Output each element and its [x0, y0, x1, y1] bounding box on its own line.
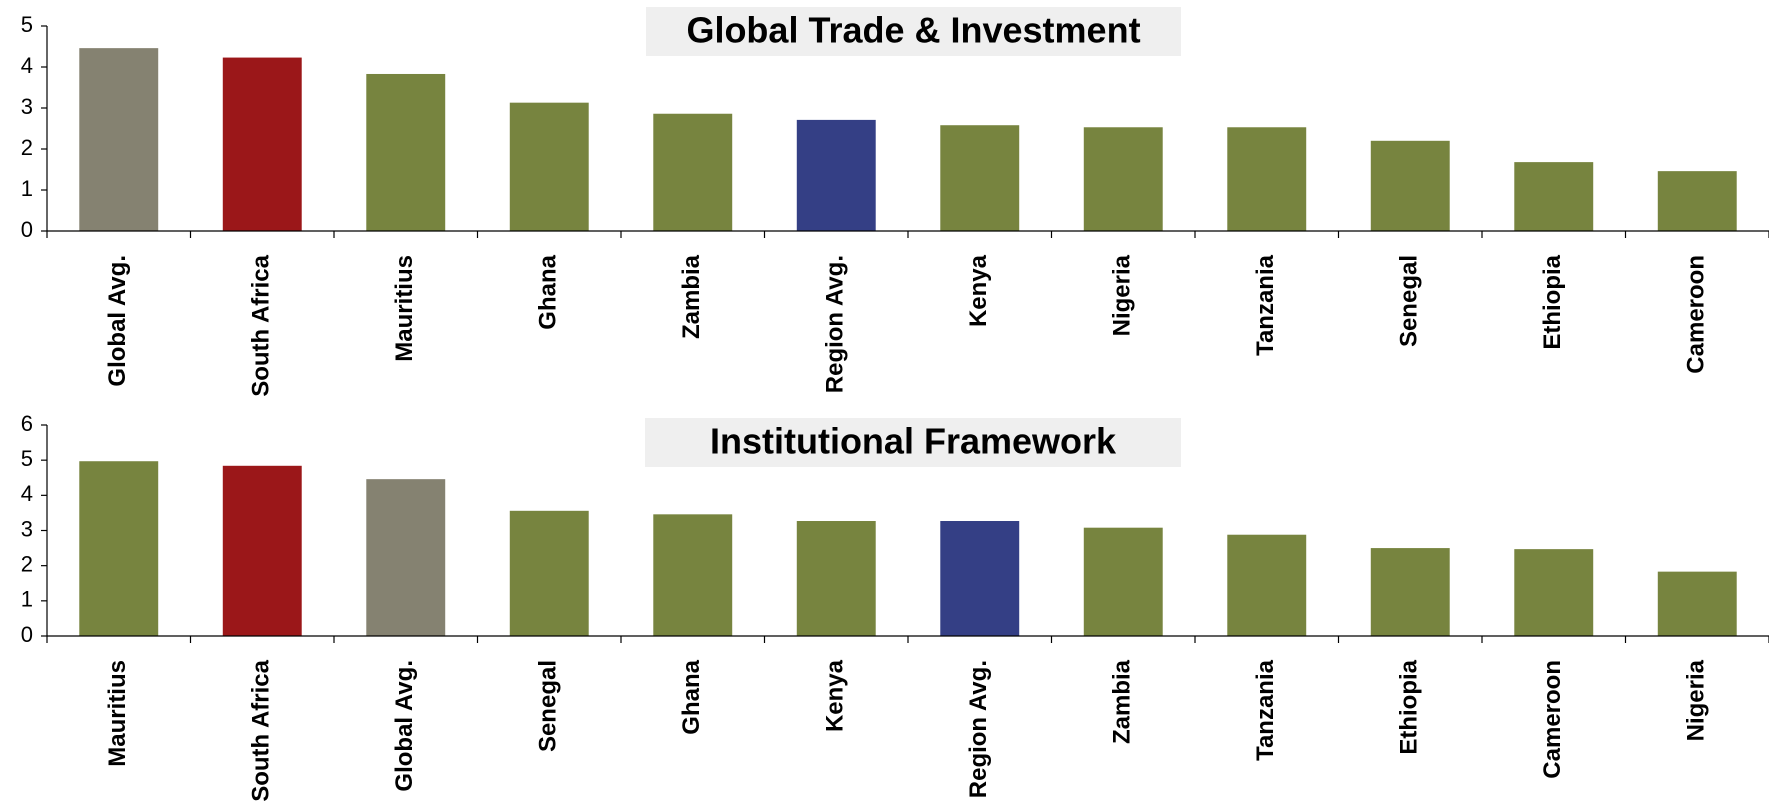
x-tick-label: Mauritius — [104, 660, 131, 767]
chart-title: Institutional Framework — [710, 421, 1117, 462]
x-tick-label: Ghana — [535, 254, 562, 329]
y-tick-label: 0 — [21, 622, 33, 647]
y-tick-label: 0 — [21, 217, 33, 242]
bar — [796, 521, 876, 636]
x-tick-label: Region Avg. — [965, 660, 992, 798]
y-tick-label: 6 — [21, 411, 33, 436]
bar — [653, 113, 733, 231]
title-box — [645, 418, 1181, 467]
y-tick-label: 3 — [21, 94, 33, 119]
x-tick-label: South Africa — [248, 254, 275, 396]
bar — [1083, 127, 1163, 231]
bar — [1370, 548, 1450, 636]
x-tick-label: Kenya — [965, 254, 992, 327]
y-tick-label: 2 — [21, 135, 33, 160]
x-tick-label: Kenya — [822, 659, 849, 732]
bar — [1657, 171, 1737, 231]
x-tick-label: Senegal — [1396, 255, 1423, 347]
y-tick-label: 4 — [21, 481, 33, 506]
bar — [1657, 571, 1737, 636]
bar — [366, 73, 446, 231]
y-tick-label: 1 — [21, 176, 33, 201]
bar — [366, 479, 446, 636]
bar — [509, 102, 589, 231]
bar — [940, 125, 1020, 231]
bar — [222, 57, 302, 231]
y-tick-label: 1 — [21, 587, 33, 612]
x-tick-label: Global Avg. — [104, 255, 131, 387]
x-tick-label: Ethiopia — [1396, 659, 1423, 754]
bar — [79, 461, 159, 636]
x-tick-label: Cameroon — [1539, 660, 1566, 779]
bar — [1227, 534, 1307, 636]
x-tick-label: Nigeria — [1109, 254, 1136, 336]
x-tick-label: Zambia — [1109, 659, 1136, 744]
x-tick-label: Tanzania — [1252, 659, 1279, 761]
bar — [1370, 140, 1450, 231]
bar — [1227, 127, 1307, 231]
bar — [1083, 527, 1163, 636]
x-tick-label: Zambia — [678, 254, 705, 339]
y-tick-label: 5 — [21, 12, 33, 37]
bar — [79, 48, 159, 231]
x-tick-label: Ghana — [678, 659, 705, 734]
bar — [1514, 549, 1594, 636]
x-tick-label: Region Avg. — [822, 255, 849, 393]
x-tick-label: Tanzania — [1252, 254, 1279, 356]
y-tick-label: 5 — [21, 446, 33, 471]
x-tick-label: Global Avg. — [391, 660, 418, 792]
y-tick-label: 2 — [21, 551, 33, 576]
x-tick-label: Senegal — [535, 660, 562, 752]
x-tick-label: Nigeria — [1683, 659, 1710, 741]
bar — [1514, 162, 1594, 231]
y-tick-label: 3 — [21, 516, 33, 541]
x-tick-label: South Africa — [248, 659, 275, 801]
title-box — [646, 7, 1181, 56]
x-tick-label: Cameroon — [1683, 255, 1710, 374]
bar — [940, 521, 1020, 636]
bar — [653, 514, 733, 636]
bar — [222, 465, 302, 636]
y-tick-label: 4 — [21, 53, 33, 78]
bar — [796, 119, 876, 231]
chart-title: Global Trade & Investment — [686, 10, 1140, 51]
x-tick-label: Mauritius — [391, 255, 418, 362]
bar — [509, 510, 589, 636]
x-tick-label: Ethiopia — [1539, 254, 1566, 349]
